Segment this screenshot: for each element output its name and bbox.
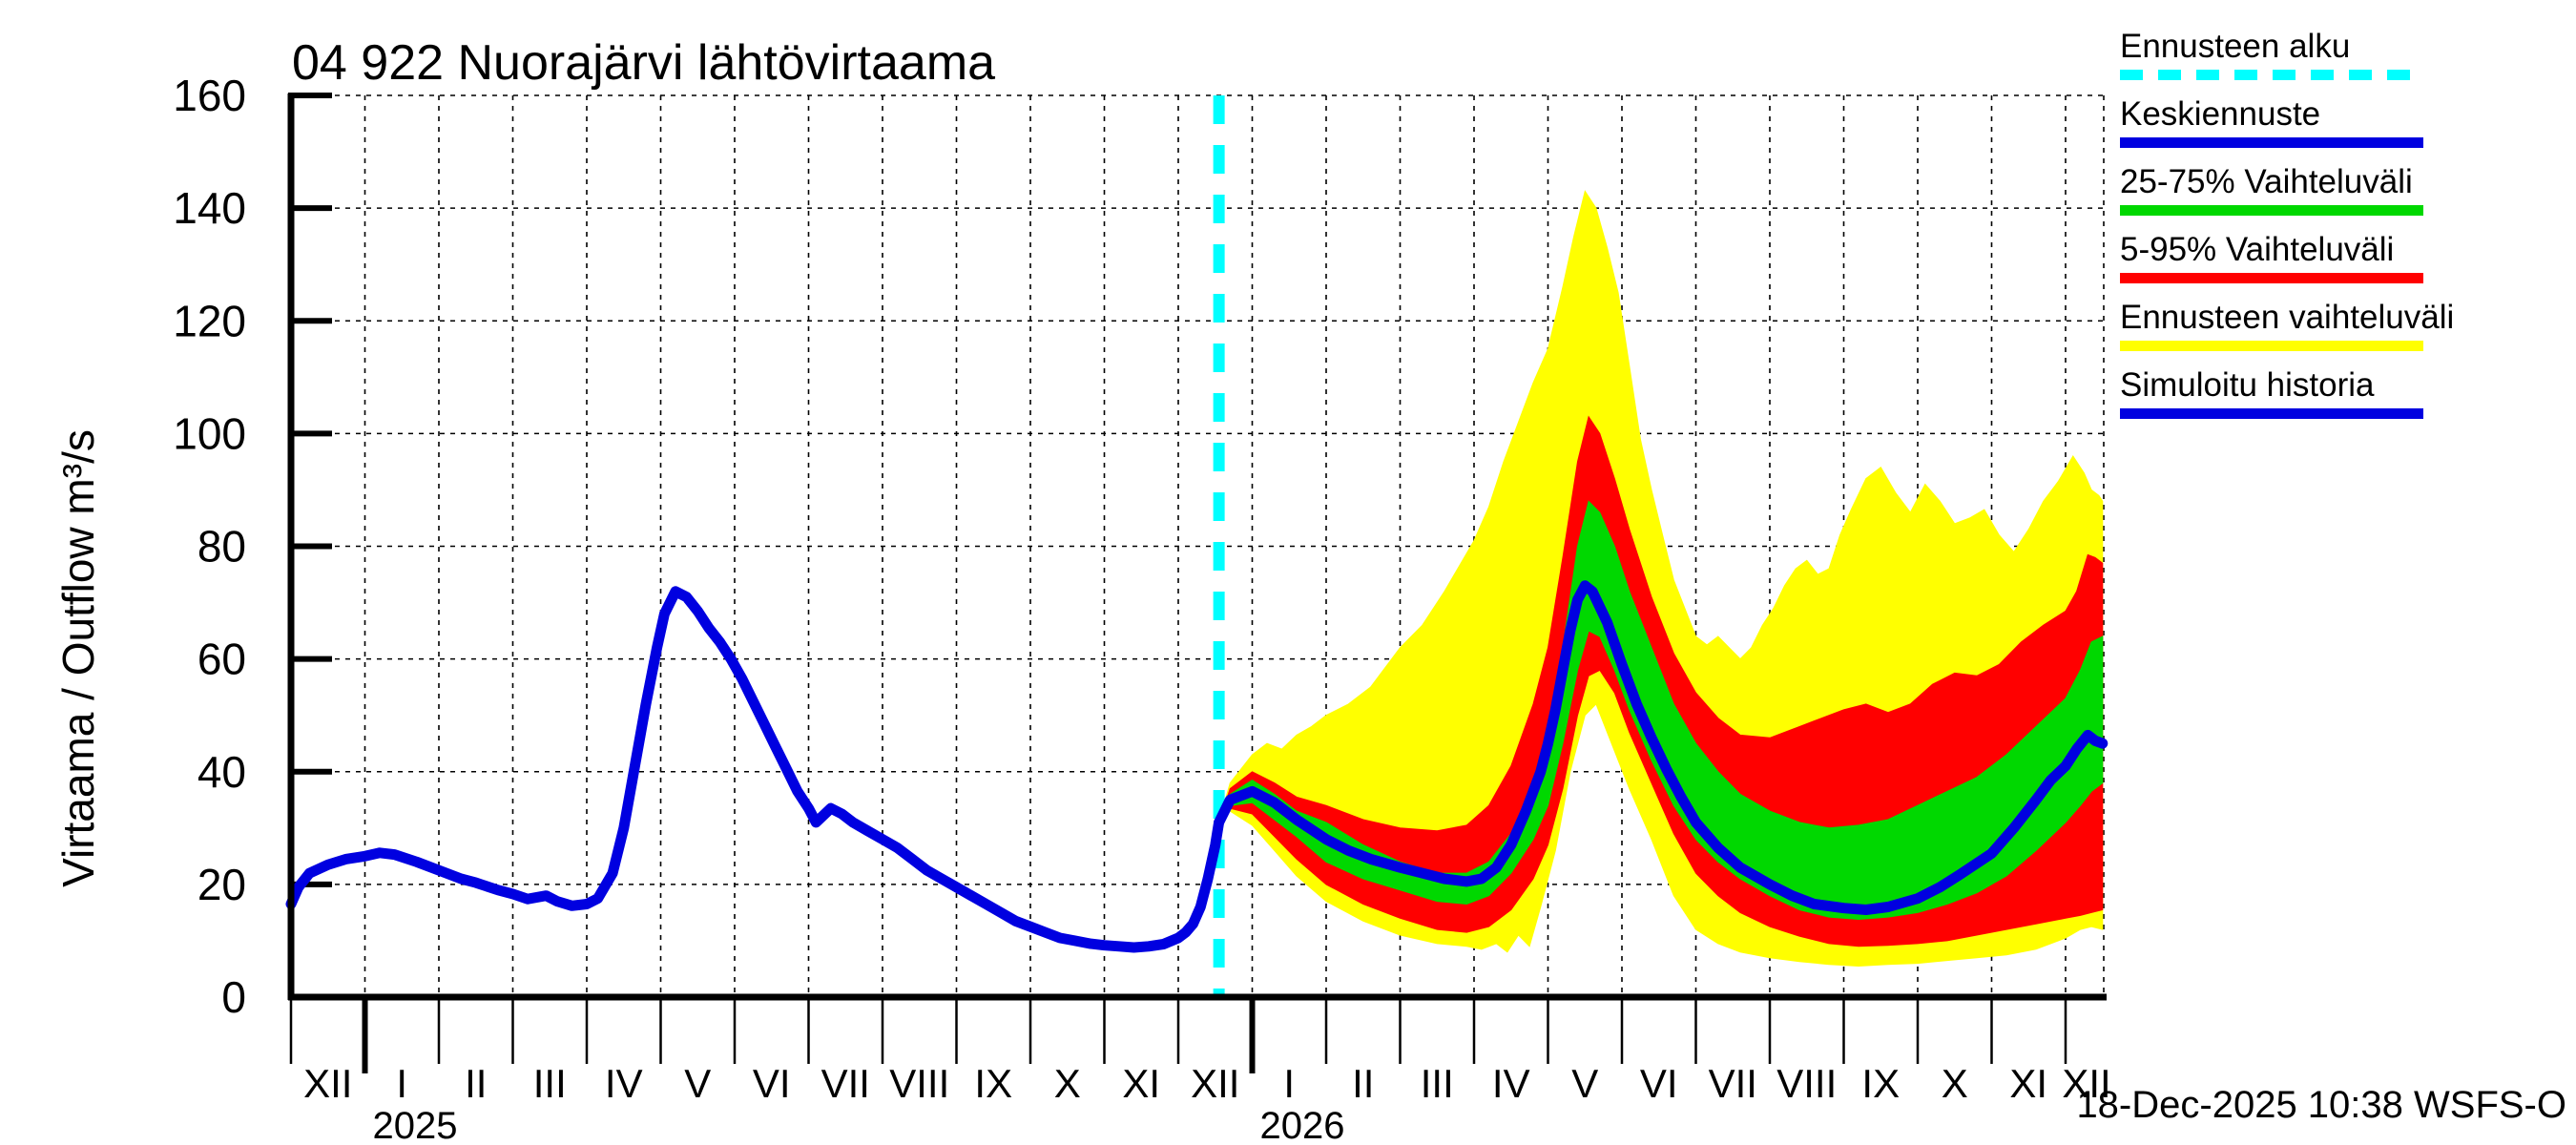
year-label-2025: 2025: [372, 1105, 458, 1145]
legend-label: 25-75% Vaihteluväli: [2120, 163, 2413, 200]
blue-line-icon: [2120, 408, 2423, 419]
y-tick-label: 60: [197, 635, 246, 684]
x-month-label: VI: [753, 1061, 791, 1106]
chart-title: 04 922 Nuorajärvi lähtövirtaama: [292, 35, 996, 91]
dashed-cyan-line-icon: [2120, 70, 2423, 80]
x-month-label: VIII: [889, 1061, 949, 1106]
x-month-label: III: [533, 1061, 567, 1106]
x-month-label: VI: [1640, 1061, 1678, 1106]
legend: Ennusteen alku Keskiennuste 25-75% Vaiht…: [2120, 29, 2568, 435]
x-month-label: V: [1571, 1061, 1598, 1106]
red-line-icon: [2120, 273, 2423, 283]
x-month-label: XII: [1191, 1061, 1239, 1106]
year-label-2026: 2026: [1259, 1105, 1345, 1145]
x-month-label: II: [465, 1061, 487, 1106]
x-month-label: V: [684, 1061, 711, 1106]
legend-label: Keskiennuste: [2120, 95, 2321, 133]
legend-item-forecast-range: Ennusteen vaihteluväli: [2120, 300, 2568, 351]
legend-item-5-95: 5-95% Vaihteluväli: [2120, 232, 2568, 283]
x-month-label: IV: [605, 1061, 643, 1106]
history-line: [285, 586, 1225, 953]
x-month-label: VII: [1709, 1061, 1757, 1106]
x-month-label: VIII: [1776, 1061, 1837, 1106]
timestamp: 18-Dec-2025 10:38 WSFS-O: [2076, 1084, 2566, 1126]
green-line-icon: [2120, 205, 2423, 216]
legend-label: Simuloitu historia: [2120, 366, 2375, 404]
x-month-label: III: [1421, 1061, 1454, 1106]
median-line: [1214, 580, 2109, 915]
x-month-label: I: [396, 1061, 407, 1106]
x-month-label: IV: [1492, 1061, 1530, 1106]
y-tick-label: 140: [173, 183, 246, 233]
legend-item-25-75: 25-75% Vaihteluväli: [2120, 164, 2568, 216]
x-month-label: XII: [303, 1061, 352, 1106]
x-month-label: VII: [821, 1061, 870, 1106]
x-month-label: II: [1352, 1061, 1374, 1106]
legend-label: Ennusteen vaihteluväli: [2120, 299, 2455, 336]
y-tick-label: 0: [221, 972, 246, 1022]
y-tick-label: 40: [197, 747, 246, 797]
x-month-label: IX: [1861, 1061, 1900, 1106]
y-tick-label: 80: [197, 522, 246, 572]
x-month-label: XI: [1122, 1061, 1160, 1106]
y-tick-label: 160: [173, 71, 246, 120]
yellow-line-icon: [2120, 341, 2423, 351]
x-month-label: XII: [2062, 1061, 2110, 1106]
x-month-label: IX: [974, 1061, 1012, 1106]
y-tick-label: 20: [197, 860, 246, 909]
y-tick-label: 100: [173, 408, 246, 458]
legend-label: 5-95% Vaihteluväli: [2120, 231, 2395, 268]
x-month-label: I: [1283, 1061, 1295, 1106]
y-tick-label: 120: [173, 296, 246, 345]
x-month-label: X: [1942, 1061, 1968, 1106]
legend-item-forecast-start: Ennusteen alku: [2120, 29, 2568, 80]
legend-item-median: Keskiennuste: [2120, 96, 2568, 148]
blue-line-icon: [2120, 137, 2423, 148]
x-month-label: XI: [2009, 1061, 2047, 1106]
x-month-label: X: [1054, 1061, 1081, 1106]
legend-label: Ennusteen alku: [2120, 28, 2351, 65]
legend-item-history: Simuloitu historia: [2120, 367, 2568, 419]
